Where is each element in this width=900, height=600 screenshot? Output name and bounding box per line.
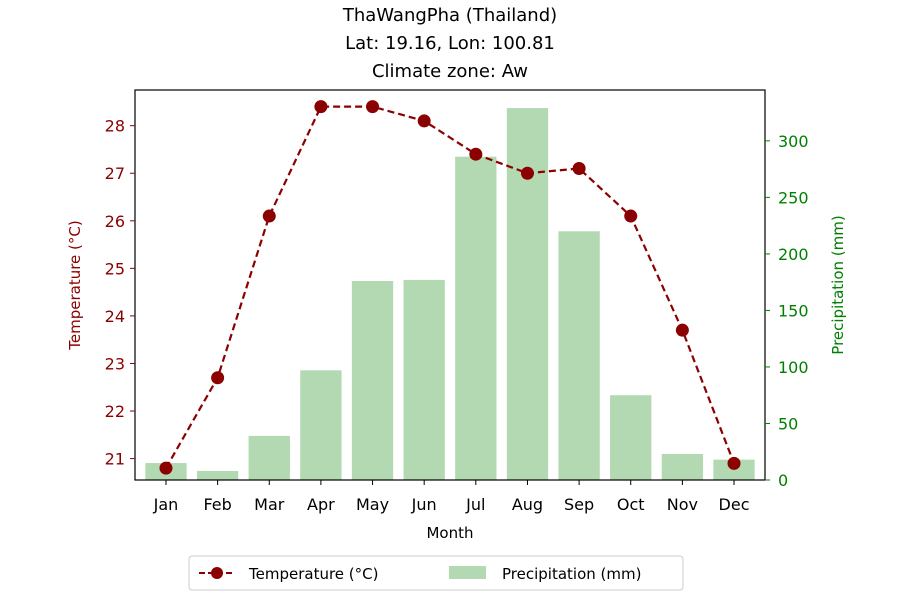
precipitation-bar-oct [610,395,652,480]
legend: Temperature (°C) Precipitation (mm) [188,555,684,591]
temperature-point-jul [469,147,483,161]
x-tick-label-may: May [356,495,389,514]
precipitation-bar-jun [403,279,445,480]
precipitation-bar-aug [506,108,549,480]
right-tick-label-50: 50 [778,414,798,433]
x-tick-label-apr: Apr [307,495,335,514]
x-tick-label-dec: Dec [719,495,750,514]
precipitation-bar-feb [196,470,239,480]
left-y-axis: 21 22 23 24 25 26 27 28 [105,117,135,469]
x-tick-label-oct: Oct [617,495,645,514]
temperature-point-feb [211,371,225,385]
x-tick-label-jan: Jan [153,495,179,514]
precipitation-bars [145,108,755,480]
x-tick-label-jul: Jul [465,495,485,514]
precipitation-bar-may [351,281,394,480]
left-tick-label-25: 25 [105,259,125,278]
precipitation-bar-nov [661,454,704,480]
left-tick-label-23: 23 [105,354,125,373]
chart-title-line-2: Lat: 19.16, Lon: 100.81 [345,33,555,54]
precipitation-bar-apr [300,370,342,480]
right-tick-label-250: 250 [778,188,809,207]
temperature-point-oct [624,209,638,223]
right-y-axis-label: Precipitation (mm) [829,215,847,354]
temperature-point-dec [727,456,741,470]
temperature-point-mar [262,209,276,223]
temperature-point-nov [675,323,689,337]
legend-box [188,555,684,591]
right-tick-label-100: 100 [778,358,809,377]
left-tick-label-28: 28 [105,117,125,136]
precipitation-bar-mar [248,435,290,480]
right-y-axis: 0 50 100 150 200 250 300 [765,132,809,490]
left-tick-label-27: 27 [105,164,125,183]
temperature-line [165,105,736,469]
right-tick-label-300: 300 [778,132,809,151]
temperature-point-aug [520,166,534,180]
legend-precipitation-swatch [449,566,486,579]
left-y-axis-label: Temperature (°C) [66,220,84,350]
x-tick-label-mar: Mar [254,495,285,514]
x-tick-label-aug: Aug [512,495,543,514]
chart-title-line-3: Climate zone: Aw [372,61,528,82]
precipitation-bar-sep [558,231,600,480]
right-tick-label-150: 150 [778,301,809,320]
legend-temperature-marker [211,567,223,579]
x-tick-label-sep: Sep [564,495,594,514]
left-tick-label-26: 26 [105,212,125,231]
x-tick-label-jun: Jun [411,495,437,514]
temperature-point-sep [572,161,586,175]
left-tick-label-21: 21 [105,450,125,469]
right-tick-label-0: 0 [778,471,788,490]
right-tick-label-200: 200 [778,245,809,264]
temperature-point-jan [159,461,173,475]
temperature-point-apr [314,100,328,114]
legend-precipitation-label: Precipitation (mm) [502,565,641,583]
temperature-series [159,100,741,475]
temperature-point-jun [417,114,431,128]
left-tick-label-22: 22 [105,402,125,421]
x-axis-label: Month [426,524,473,542]
x-tick-label-feb: Feb [203,495,231,514]
x-axis: Jan Feb Mar Apr May Jun Jul Aug Sep Oct Nov Dec [153,480,750,514]
precipitation-bar-jul [455,156,497,480]
temperature-point-may [366,100,380,114]
x-tick-label-nov: Nov [667,495,698,514]
chart-title-line-1: ThaWangPha (Thailand) [342,5,557,26]
plot-frame [134,89,766,481]
legend-temperature-label: Temperature (°C) [248,565,378,583]
left-tick-label-24: 24 [105,307,125,326]
